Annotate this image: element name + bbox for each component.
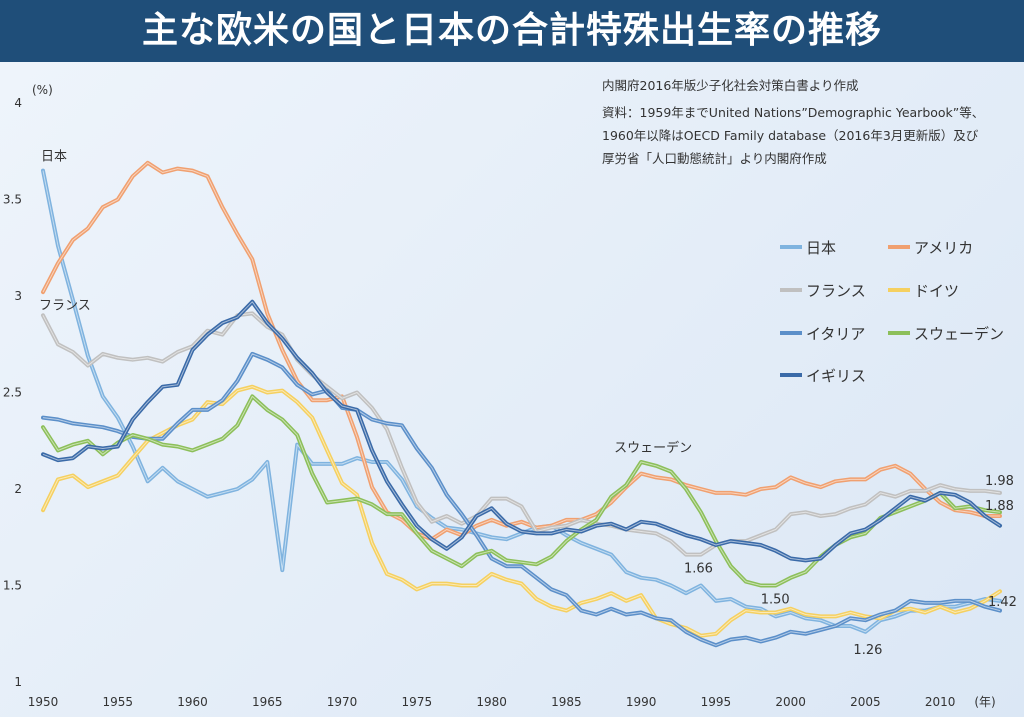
x-tick-label: 1970: [327, 695, 358, 709]
legend-label: アメリカ: [914, 239, 973, 257]
source-note: 厚労省「人口動態統計」より内閣府作成: [602, 151, 827, 166]
series-highlight-イギリス: [42, 301, 1001, 561]
series-line-アメリカ: [41, 160, 1002, 542]
series-highlight-フランス: [42, 312, 1001, 556]
legend-label: スウェーデン: [914, 325, 1004, 343]
annotation-label: 日本: [41, 150, 67, 165]
x-tick-label: 1965: [252, 695, 283, 709]
y-axis-label: (%): [32, 83, 53, 97]
source-note: 内閣府2016年版少子化社会対策白書より作成: [602, 78, 859, 93]
x-tick-label: 1980: [476, 695, 507, 709]
x-tick-label: 2005: [850, 695, 881, 709]
y-tick-label: 4: [14, 96, 22, 110]
x-axis-label: (年): [974, 695, 995, 709]
series-line-イタリア: [41, 351, 1002, 648]
line-chart-svg: (%) 1 1.5 2 2.5 3 3.5 4 1950 1955 1960 1965 1970 1975…: [3, 78, 1017, 709]
chart-area: (%) 1 1.5 2 2.5 3 3.5 4 1950 1955 1960 1965 1970 1975…: [0, 62, 1024, 717]
annotation-label: フランス: [39, 298, 91, 313]
legend-label: ドイツ: [914, 282, 959, 300]
x-tick-label: 1995: [701, 695, 732, 709]
x-tick-label: 1950: [28, 695, 59, 709]
series-highlight-イタリア: [42, 353, 1001, 646]
series-highlight-スウェーデン: [42, 395, 1001, 586]
annotation-label: スウェーデン: [614, 440, 692, 456]
series-line-スウェーデン: [41, 394, 1002, 588]
annotation-label: 1.98: [985, 474, 1014, 489]
series-highlight-アメリカ: [42, 162, 1000, 540]
source-note: 資料：1959年までUnited Nations”Demographic Yea…: [602, 105, 984, 120]
legend-label: イタリア: [806, 325, 865, 343]
annotation-label: 1.42: [988, 595, 1017, 610]
annotation-label: 1.50: [761, 593, 790, 608]
page-title: 主な欧米の国と日本の合計特殊出生率の推移: [0, 0, 1024, 62]
annotation-label: 1.26: [853, 643, 882, 658]
x-tick-label: 1955: [102, 695, 133, 709]
y-tick-label: 2: [14, 482, 22, 496]
legend-label: フランス: [806, 282, 866, 300]
series-line-フランス: [41, 311, 1002, 557]
x-tick-label: 1990: [626, 695, 657, 709]
source-note: 1960年以降はOECD Family database（2016年3月更新版）…: [602, 128, 979, 143]
x-tick-label: 1960: [177, 695, 208, 709]
y-tick-label: 3: [14, 289, 22, 303]
y-tick-label: 1: [14, 675, 22, 689]
annotation-label: 1.88: [985, 499, 1014, 514]
y-tick-label: 2.5: [3, 386, 22, 400]
x-tick-label: 1985: [551, 695, 582, 709]
annotation-label: 1.66: [684, 562, 713, 577]
x-tick-label: 1975: [402, 695, 433, 709]
series-line-ドイツ: [41, 384, 1002, 638]
series-highlight-ドイツ: [42, 386, 1001, 637]
y-tick-label: 1.5: [3, 579, 22, 593]
x-tick-label: 2010: [925, 695, 956, 709]
legend-label: イギリス: [806, 367, 866, 385]
x-tick-label: 2000: [775, 695, 806, 709]
y-tick-label: 3.5: [3, 193, 22, 207]
legend-label: 日本: [806, 239, 836, 257]
